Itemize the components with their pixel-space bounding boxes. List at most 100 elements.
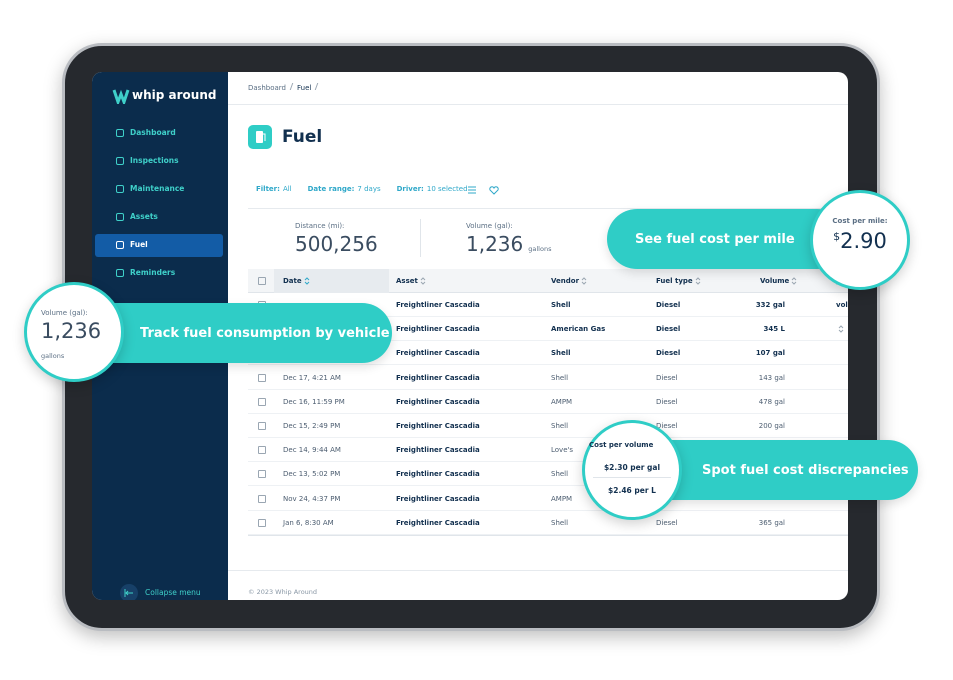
label: Cost per volume <box>589 441 654 449</box>
nav-label[interactable]: Assets <box>130 212 158 221</box>
stat-value: 1,236 gallons <box>466 232 551 256</box>
table-cell: Diesel <box>656 397 678 406</box>
stat-label: Distance (mi): <box>295 222 345 230</box>
collapse-icon[interactable] <box>119 583 139 600</box>
table-cell: Dec 13, 5:02 PM <box>283 470 341 479</box>
table-cell: Shell <box>551 373 569 382</box>
table-cell: Diesel <box>656 325 681 334</box>
table-row: Dec 13, 5:02 PM Freightliner Cascadia Shel… <box>248 462 848 487</box>
table-cell: 478 gal <box>758 397 785 406</box>
table-cell: Freightliner Cascadia <box>396 349 480 358</box>
table-cell: 345 L <box>763 325 785 334</box>
logo-icon <box>112 89 130 104</box>
nav-item[interactable]: Fuel <box>116 240 148 249</box>
date-header-bg <box>274 269 389 293</box>
nav-item[interactable]: Inspections <box>116 156 179 165</box>
column-header[interactable]: Vendor <box>551 269 589 293</box>
table-cell: 332 gal <box>755 301 785 309</box>
volume-circle: Volume (gal): 1,236 gallons <box>24 282 124 382</box>
logo: whip around <box>132 88 217 102</box>
table-cell: Freightliner Cascadia <box>396 325 480 334</box>
stat-value: 500,256 <box>295 232 378 256</box>
label: Cost per mile: <box>832 217 888 225</box>
table-cell: Freightliner Cascadia <box>396 470 480 479</box>
footer: © 2023 Whip Around <box>248 588 318 596</box>
value: $2.46 per L <box>608 486 656 495</box>
unit: gallons <box>528 245 552 253</box>
checkbox[interactable] <box>258 470 266 479</box>
column-header[interactable]: Volume <box>760 269 799 293</box>
page-title: Fuel <box>282 127 323 147</box>
table-row: Dec 15, 2:49 PM Freightliner Cascadia Shel… <box>248 414 848 438</box>
table-row: Nov 24, 4:37 PM Freightliner Cascadia AMPM <box>248 487 848 511</box>
table-cell: Shell <box>551 518 569 527</box>
value: 500,256 <box>295 232 378 256</box>
checkbox[interactable] <box>258 373 266 382</box>
filter-icons[interactable] <box>466 184 500 196</box>
crumb[interactable]: Fuel <box>296 84 312 92</box>
table-cell: Shell <box>551 301 571 309</box>
divider <box>228 570 848 571</box>
filter-value: 7 days <box>357 185 381 193</box>
label: Volume (gal): <box>41 309 88 317</box>
table-cell: Jan 6, 8:30 AM <box>283 518 334 527</box>
nav-active-bg <box>95 234 223 257</box>
table-cell: Diesel <box>656 422 678 430</box>
table-cell: Freightliner Cascadia <box>396 301 480 309</box>
table-cell: 200 gal <box>758 422 785 430</box>
table-cell: Freightliner Cascadia <box>396 373 480 382</box>
filter-label: Filter: <box>256 185 280 193</box>
table-cell: 143 gal <box>758 373 785 382</box>
table-cell: Freightliner Cascadia <box>396 397 480 406</box>
filter[interactable]: Driver: 10 selected <box>397 185 468 193</box>
checkbox[interactable] <box>258 518 266 527</box>
nav-label[interactable]: Maintenance <box>130 184 185 193</box>
filter[interactable]: Date range: 7 days <box>308 185 381 193</box>
filter[interactable]: Filter: All <box>256 185 292 193</box>
nav-item[interactable]: Maintenance <box>116 184 184 193</box>
table-cell: Freightliner Cascadia <box>396 446 480 455</box>
cost-per-volume-circle: Cost per volume $2.30 per gal $2.46 per … <box>582 420 682 520</box>
table-cell: Dec 17, 4:21 AM <box>283 373 341 382</box>
table-cell: Freightliner Cascadia <box>396 494 480 503</box>
checkbox[interactable] <box>258 494 266 503</box>
checkbox[interactable] <box>258 422 266 430</box>
checkbox[interactable] <box>258 397 266 406</box>
nav-label[interactable]: Reminders <box>130 268 176 277</box>
nav-item[interactable]: Reminders <box>116 268 175 277</box>
table-cell: Shell <box>551 470 569 479</box>
column-header[interactable]: Asset <box>396 269 428 293</box>
crumb[interactable]: Dashboard <box>248 84 286 92</box>
table-cell: Diesel <box>656 518 678 527</box>
filter-label: Driver: <box>396 185 424 193</box>
table-cell: Dec 14, 9:44 AM <box>283 446 341 455</box>
currency: $ <box>833 230 841 243</box>
table-cell: Freightliner Cascadia <box>396 422 480 430</box>
table-cell: 365 gal <box>758 518 785 527</box>
nav-label[interactable]: Dashboard <box>130 128 176 137</box>
collapse-menu[interactable]: Collapse menu <box>145 588 201 597</box>
callout-text: Track fuel consumption by vehicle <box>140 325 390 341</box>
unit: gallons <box>41 352 65 360</box>
checkbox[interactable] <box>258 446 266 455</box>
nav-item[interactable]: Assets <box>116 212 158 221</box>
checkbox[interactable] <box>258 277 266 285</box>
table-cell: Love's <box>551 446 574 455</box>
table-cell: AMPM <box>551 494 573 503</box>
nav-label[interactable]: Fuel <box>130 240 148 249</box>
nav-item[interactable]: Dashboard <box>116 128 176 137</box>
filter-value: All <box>282 185 292 193</box>
table-cell: Shell <box>551 422 569 430</box>
filter-value: 10 selected <box>426 185 468 193</box>
table-cell: American Gas <box>551 325 606 334</box>
column-header[interactable]: Fuel type <box>656 269 703 293</box>
nav-label[interactable]: Inspections <box>130 156 179 165</box>
screen: whip around Collapse menu Dashboard Inspe… <box>92 72 848 600</box>
column-header[interactable]: Date <box>283 269 312 293</box>
fuel-icon <box>248 125 272 149</box>
divider <box>228 104 848 105</box>
value: 2.90 <box>840 229 887 253</box>
table-cell: Shell <box>551 349 571 358</box>
